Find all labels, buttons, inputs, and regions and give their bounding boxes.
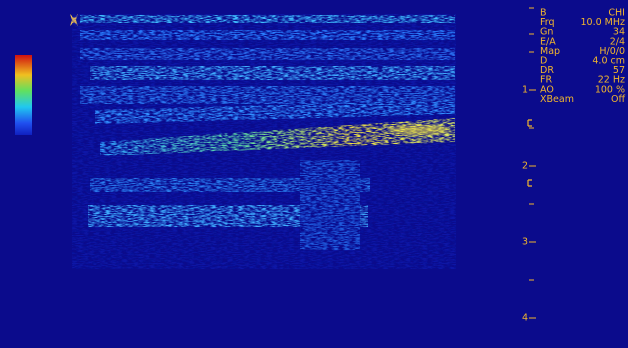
band	[300, 160, 360, 250]
color-bar	[15, 55, 32, 135]
band	[90, 66, 455, 80]
echo-image	[72, 14, 456, 269]
band	[80, 30, 455, 40]
ultrasound-screen: BCHIFrq10.0 MHzGn34E/A2/4MapH/0/0D4.0 cm…	[0, 0, 628, 348]
band	[80, 48, 455, 60]
band	[80, 86, 455, 104]
band	[80, 15, 455, 23]
param-value: Off	[611, 94, 625, 105]
depth-label: 1	[522, 85, 528, 96]
depth-label: 4	[522, 313, 528, 324]
bright-spot	[390, 125, 450, 135]
depth-label: 3	[522, 237, 528, 248]
depth-label: 2	[522, 161, 528, 172]
param-label: XBeam	[540, 94, 574, 105]
